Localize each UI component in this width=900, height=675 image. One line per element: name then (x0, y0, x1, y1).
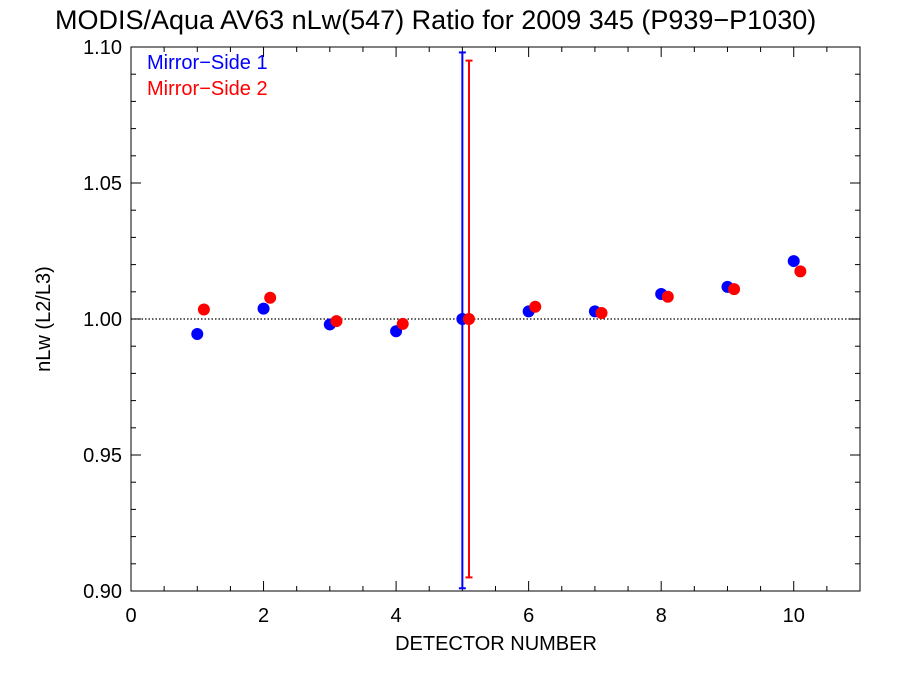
y-tick-label: 1.05 (83, 173, 122, 195)
data-point-series-2 (529, 300, 542, 313)
data-point-series-2 (264, 291, 277, 304)
data-point-series-2 (330, 315, 343, 328)
x-tick-label: 8 (656, 605, 667, 627)
legend-series-2: Mirror−Side 2 (147, 78, 268, 100)
plot-axes: 0 2 4 6 8 10 0.90 0.95 1.00 1.05 1.10 (83, 37, 861, 627)
data-point-series-1 (787, 255, 800, 268)
x-tick-label: 6 (523, 605, 534, 627)
y-tick-label: 1.10 (83, 37, 122, 59)
data-point-series-2 (728, 283, 741, 296)
data-point-series-2 (197, 303, 210, 316)
data-point-series-2 (396, 317, 409, 330)
chart-title: MODIS/Aqua AV63 nLw(547) Ratio for 2009 … (55, 5, 816, 35)
data-point-series-2 (595, 307, 608, 320)
data-point-series-2 (462, 313, 475, 325)
y-tick-label: 0.95 (83, 445, 122, 467)
data-point-series-1 (191, 327, 204, 340)
x-tick-label: 2 (258, 605, 269, 627)
data-point-series-1 (257, 302, 270, 315)
x-axis-label: DETECTOR NUMBER (395, 633, 597, 655)
x-tick-label: 0 (125, 605, 136, 627)
y-tick-label: 0.90 (83, 581, 122, 603)
legend-series-1: Mirror−Side 1 (147, 52, 268, 74)
x-tick-label: 4 (391, 605, 402, 627)
data-point-series-2 (794, 265, 807, 278)
data-point-series-2 (661, 290, 674, 303)
x-tick-label: 10 (783, 605, 805, 627)
y-axis-label: nLw (L2/L3) (33, 266, 55, 372)
data-points (191, 255, 807, 340)
y-tick-label: 1.00 (83, 309, 122, 331)
